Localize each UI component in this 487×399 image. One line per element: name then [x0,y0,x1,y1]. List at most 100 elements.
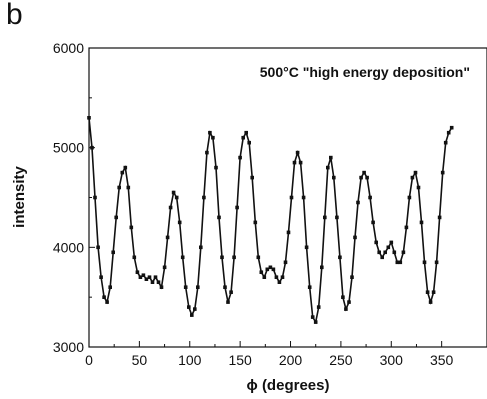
series-markers [87,116,454,324]
data-point [413,170,418,175]
y-tick-label: 6000 [53,40,84,56]
data-point [235,205,239,210]
data-point [250,175,254,180]
data-point [102,295,106,299]
data-point [404,225,409,230]
data-point [383,250,387,255]
data-point [341,295,345,299]
plot-frame [88,47,487,348]
data-point [150,280,155,284]
data-point [410,175,415,180]
data-point [99,275,103,279]
data-point [368,195,372,200]
data-point [301,195,306,200]
data-point [268,265,273,270]
data-point [162,265,167,270]
data-point [380,255,384,260]
data-point [350,275,354,279]
data-point [171,190,176,195]
data-point [440,170,445,175]
data-point [187,305,191,309]
data-point [111,250,115,255]
data-point [416,185,421,190]
data-point [226,300,230,304]
data-point [344,307,348,311]
data-point [108,285,112,289]
data-point [117,185,121,190]
data-point [141,273,146,277]
data-point [283,260,288,265]
data-point [93,195,97,200]
x-tick-label: 50 [132,352,148,368]
data-point [313,320,318,324]
data-point [437,215,442,220]
panel-label: b [6,0,23,31]
data-point [208,130,212,135]
data-point [419,220,424,225]
data-point [316,305,321,309]
data-point [356,200,360,205]
data-point [180,255,185,260]
y-tick-label: 4000 [53,239,84,255]
data-point [132,255,137,260]
data-point [265,267,270,272]
data-point [323,215,327,220]
data-point [271,267,276,272]
data-point [87,116,91,120]
data-point [177,220,182,225]
data-point [174,195,179,200]
data-point [223,285,227,289]
data-point [326,165,330,170]
y-axis: 3000 4000 5000 6000 [53,40,95,355]
data-point [193,307,197,311]
data-point [183,285,188,289]
data-point [286,230,291,235]
data-point [386,245,391,250]
data-point [277,280,282,284]
data-point [292,160,297,165]
data-point [434,260,439,265]
data-point [338,255,342,260]
data-point [307,285,312,289]
x-tick-label: 200 [279,352,303,368]
data-point [96,245,100,250]
data-point [217,215,221,220]
data-point [253,220,258,225]
y-tick-label: 3000 [53,339,84,355]
data-point [329,155,333,160]
data-point [120,170,125,175]
data-point [449,125,454,130]
data-point [262,275,267,279]
data-point [256,255,261,260]
data-point [295,150,300,155]
data-point [446,130,451,135]
series-line [88,117,453,325]
data-point [165,235,170,240]
data-point [298,160,303,165]
data-point [153,275,158,279]
x-tick-label: 0 [85,352,93,368]
data-point [90,145,94,150]
data-point [335,215,339,220]
data-point [190,313,194,317]
data-point [138,275,143,279]
data-point [320,265,324,270]
data-point [428,300,433,304]
data-point [289,195,294,200]
data-point [199,245,203,250]
x-tick-label: 250 [329,352,353,368]
data-point [431,290,436,294]
data-point [392,250,397,255]
data-point [274,275,279,279]
data-point [374,240,378,245]
y-axis-label: intensity [11,166,28,228]
data-point [389,240,394,245]
data-point [422,260,427,265]
data-point [114,215,118,220]
data-point [310,315,315,319]
data-point [135,270,140,274]
annotation: 500°C "high energy deposition" [260,64,470,80]
x-tick-label: 100 [178,352,202,368]
data-point [214,165,218,170]
